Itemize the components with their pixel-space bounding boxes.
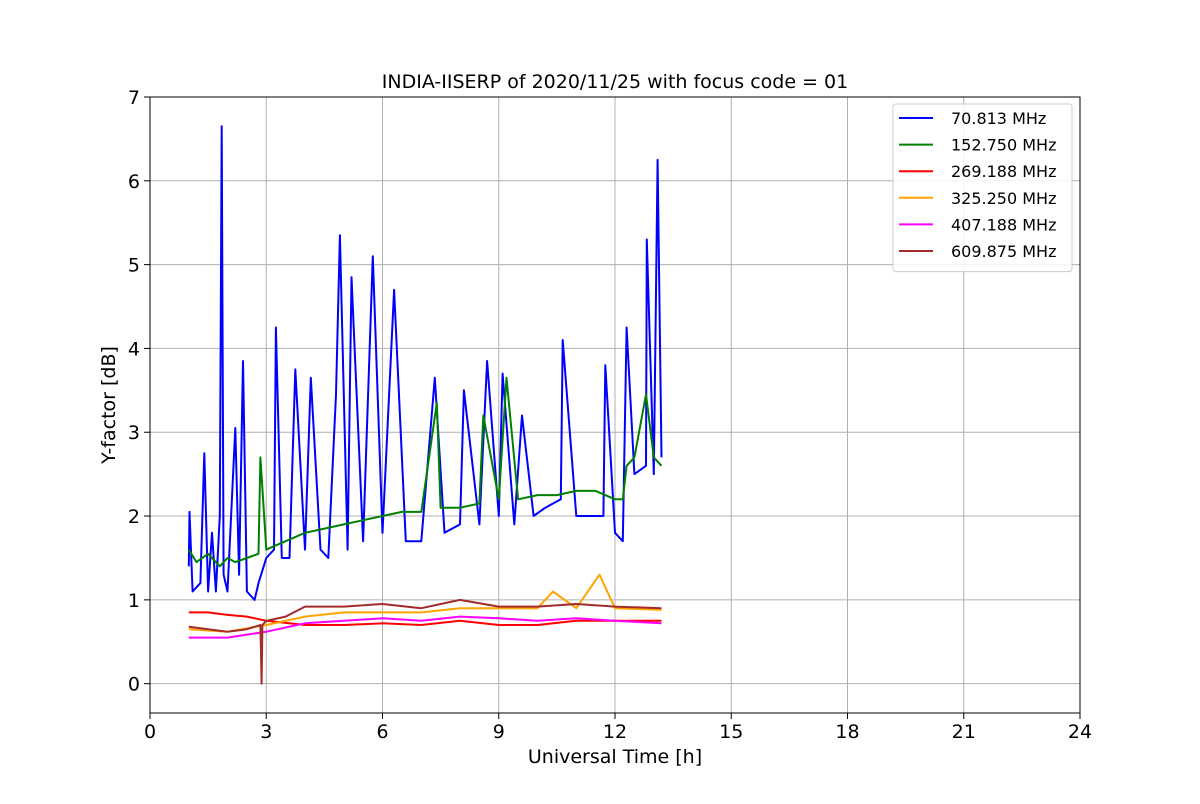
x-axis-label: Universal Time [h] <box>528 746 702 768</box>
legend-label: 269.188 MHz <box>951 162 1056 181</box>
x-tick-label: 18 <box>835 721 859 743</box>
y-tick-label: 5 <box>128 255 140 277</box>
x-tick-label: 12 <box>603 721 627 743</box>
x-tick-label: 6 <box>376 721 388 743</box>
legend-label: 70.813 MHz <box>951 109 1046 128</box>
legend-label: 152.750 MHz <box>951 136 1056 155</box>
y-tick-label: 1 <box>128 590 140 612</box>
x-tick-label: 9 <box>493 721 505 743</box>
x-tick-label: 21 <box>952 721 976 743</box>
series-line <box>188 611 662 626</box>
legend: 70.813 MHz 152.750 MHz 269.188 MHz 325.250 … <box>892 103 1073 273</box>
y-tick-label: 3 <box>128 422 140 444</box>
legend-label: 407.188 MHz <box>951 215 1056 234</box>
series-line <box>187 376 663 568</box>
x-tick-label: 3 <box>260 721 272 743</box>
legend-box <box>892 103 1073 273</box>
series-line <box>188 573 662 633</box>
x-tick-label: 15 <box>719 721 743 743</box>
y-tick-label: 0 <box>128 674 140 696</box>
y-tick-label: 2 <box>128 506 140 528</box>
y-tick-label: 6 <box>128 171 140 193</box>
legend-label: 325.250 MHz <box>951 189 1056 208</box>
y-axis-label: Y-factor [dB] <box>98 346 120 465</box>
x-tick-label: 24 <box>1068 721 1092 743</box>
series-lines <box>187 125 663 685</box>
chart-title: INDIA-IISERP of 2020/11/25 with focus co… <box>382 71 848 93</box>
x-tick-label: 0 <box>144 721 156 743</box>
series-line <box>188 598 662 685</box>
legend-label: 609.875 MHz <box>951 242 1056 261</box>
y-tick-label: 4 <box>128 338 140 360</box>
y-tick-label: 7 <box>128 87 140 109</box>
series-line <box>188 615 662 639</box>
series-line <box>187 125 663 601</box>
